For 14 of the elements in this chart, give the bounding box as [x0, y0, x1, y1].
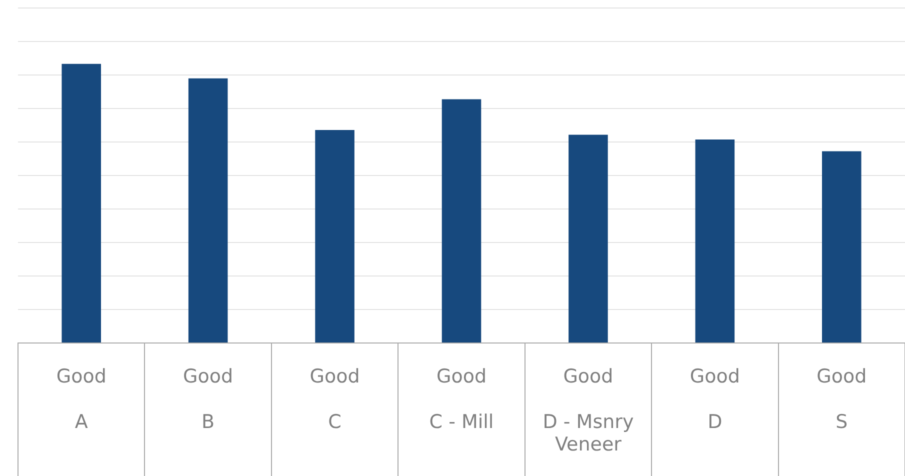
bar: [315, 130, 354, 342]
category-label: Good C - Mill: [429, 365, 494, 433]
bar: [62, 64, 101, 342]
bar: [568, 134, 608, 342]
category-label: Good C: [310, 365, 360, 433]
bar: [188, 78, 228, 342]
category-label: Good S: [816, 365, 867, 433]
bar: [822, 151, 862, 342]
bar: [695, 139, 735, 342]
category-label: Good D - Msnry Veneer: [542, 365, 634, 456]
category-label: Good B: [183, 365, 234, 433]
category-label: Good A: [56, 365, 106, 433]
category-label: Good D: [690, 365, 740, 433]
bar: [442, 99, 482, 342]
